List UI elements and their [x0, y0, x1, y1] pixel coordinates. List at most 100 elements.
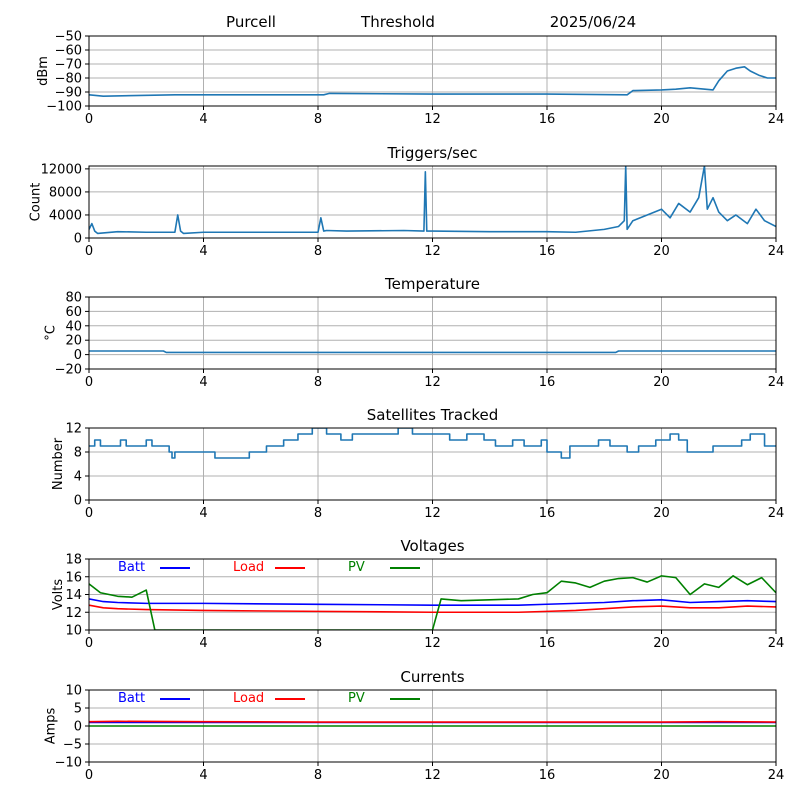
x-tick-label: 24 — [768, 244, 785, 259]
x-tick-label: 20 — [653, 112, 670, 127]
x-tick-label: 24 — [768, 112, 785, 127]
x-tick-label: 0 — [85, 768, 93, 783]
y-tick-label: −10 — [55, 756, 82, 771]
x-tick-label: 4 — [199, 636, 207, 651]
x-tick-label: 12 — [424, 375, 441, 390]
x-tick-label: 20 — [653, 375, 670, 390]
x-tick-label: 20 — [653, 244, 670, 259]
y-tick-label: 12 — [65, 606, 82, 621]
legend-label-batt: Batt — [118, 560, 145, 575]
y-tick-label: 16 — [65, 570, 82, 585]
chart-title: Triggers/sec — [387, 144, 478, 162]
y-tick-label: 14 — [65, 588, 82, 603]
x-tick-label: 20 — [653, 636, 670, 651]
x-tick-label: 8 — [314, 768, 322, 783]
y-tick-label: 12 — [65, 422, 82, 437]
y-tick-label: 5 — [74, 702, 82, 717]
series-line-load — [89, 604, 776, 614]
series-line-data-0 — [89, 350, 776, 354]
y-tick-label: 0 — [74, 494, 82, 509]
chart-panel-voltages: 0 4 8 12 16 20 24 10 12 14 16 18 Voltages Volts Batt Lo… — [51, 537, 784, 651]
y-tick-label: 10 — [65, 684, 82, 699]
chart-panel-satellites: 0 4 8 12 16 20 24 0 4 8 12 Satellites Tracked Number — [51, 406, 784, 521]
x-tick-label: 0 — [85, 636, 93, 651]
series-line-data-0 — [89, 166, 776, 235]
x-tick-label: 24 — [768, 506, 785, 521]
y-tick-label: 0 — [74, 232, 82, 247]
x-tick-label: 12 — [424, 636, 441, 651]
y-tick-label: 8000 — [49, 185, 82, 200]
y-tick-label: 80 — [65, 291, 82, 306]
y-axis-label: °C — [44, 325, 59, 341]
x-tick-label: 4 — [199, 112, 207, 127]
x-tick-label: 8 — [314, 244, 322, 259]
chart-title: Satellites Tracked — [367, 406, 498, 424]
header-date: 2025/06/24 — [550, 13, 636, 31]
header-mode: Threshold — [360, 13, 435, 31]
y-tick-label: 4 — [74, 470, 82, 485]
chart-panel-triggers: 0 4 8 12 16 20 24 0 4000 8000 12000 Triggers/sec Cou… — [29, 144, 785, 259]
x-tick-label: 24 — [768, 375, 785, 390]
y-tick-label: −60 — [55, 44, 82, 59]
series-line-pv — [89, 575, 776, 630]
y-tick-label: 20 — [65, 334, 82, 349]
y-axis-label: Number — [51, 437, 66, 490]
y-tick-label: 4000 — [49, 208, 82, 223]
series-line-load — [89, 720, 776, 723]
y-tick-label: 8 — [74, 446, 82, 461]
y-tick-label: 18 — [65, 553, 82, 568]
x-tick-label: 4 — [199, 375, 207, 390]
series-line-data-0 — [89, 66, 776, 97]
x-tick-label: 16 — [539, 768, 556, 783]
chart-panel-threshold: 0 4 8 12 16 20 24 −100−90−80−70−60−50 dBm — [36, 30, 784, 128]
x-tick-label: 8 — [314, 506, 322, 521]
y-tick-label: −70 — [55, 58, 82, 73]
y-tick-label: 0 — [74, 348, 82, 363]
y-axis-label: Count — [29, 183, 44, 222]
x-tick-label: 20 — [653, 506, 670, 521]
y-tick-label: 0 — [74, 720, 82, 735]
x-tick-label: 8 — [314, 636, 322, 651]
y-tick-label: −80 — [55, 72, 82, 87]
x-tick-label: 0 — [85, 506, 93, 521]
y-tick-label: −50 — [55, 30, 82, 45]
chart-title: Currents — [400, 668, 464, 686]
legend-label-load: Load — [233, 691, 264, 706]
legend-label-batt: Batt — [118, 691, 145, 706]
chart-title: Temperature — [384, 275, 480, 293]
y-tick-label: 40 — [65, 319, 82, 334]
x-tick-label: 24 — [768, 636, 785, 651]
x-tick-label: 0 — [85, 112, 93, 127]
y-tick-label: −90 — [55, 86, 82, 101]
x-tick-label: 16 — [539, 506, 556, 521]
legend-label-pv: PV — [348, 691, 365, 706]
x-tick-label: 12 — [424, 506, 441, 521]
x-tick-label: 12 — [424, 112, 441, 127]
x-tick-label: 4 — [199, 244, 207, 259]
x-tick-label: 16 — [539, 244, 556, 259]
y-tick-label: 10 — [65, 624, 82, 639]
x-tick-label: 4 — [199, 768, 207, 783]
x-tick-label: 4 — [199, 506, 207, 521]
x-tick-label: 16 — [539, 375, 556, 390]
chart-title: Voltages — [400, 537, 464, 555]
x-tick-label: 16 — [539, 636, 556, 651]
x-tick-label: 8 — [314, 112, 322, 127]
x-tick-label: 12 — [424, 244, 441, 259]
x-tick-label: 16 — [539, 112, 556, 127]
x-tick-label: 0 — [85, 244, 93, 259]
legend-label-load: Load — [233, 560, 264, 575]
y-tick-label: 12000 — [41, 162, 82, 177]
x-tick-label: 24 — [768, 768, 785, 783]
header-station: Purcell — [226, 13, 276, 31]
x-tick-label: 0 — [85, 375, 93, 390]
series-line-data-0 — [89, 428, 776, 459]
x-tick-label: 20 — [653, 768, 670, 783]
y-tick-label: −20 — [55, 363, 82, 378]
y-tick-label: −100 — [46, 100, 82, 115]
x-tick-label: 12 — [424, 768, 441, 783]
x-tick-label: 8 — [314, 375, 322, 390]
